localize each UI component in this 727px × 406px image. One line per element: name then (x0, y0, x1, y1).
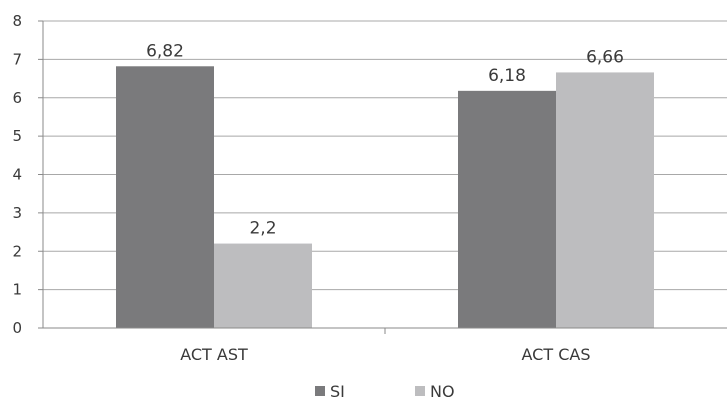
data-label: 6,18 (488, 66, 526, 86)
legend-swatch-si (315, 386, 325, 396)
bar-no (556, 72, 654, 328)
data-label: 6,82 (146, 41, 184, 61)
y-tick-label: 0 (12, 319, 22, 337)
y-tick-label: 1 (12, 281, 22, 299)
data-labels: 6,82 2,2 6,18 6,66 (146, 41, 624, 238)
category-labels: ACT AST ACT CAS (180, 345, 590, 364)
category-label: ACT CAS (522, 345, 591, 364)
legend: SI NO (315, 382, 455, 401)
bar-no (214, 243, 312, 328)
bar-si (458, 90, 556, 328)
legend-label-no: NO (430, 382, 455, 401)
bar-si (116, 66, 214, 328)
y-tick-label: 3 (12, 204, 22, 222)
y-tick-label: 6 (12, 89, 22, 107)
data-label: 6,66 (586, 47, 624, 67)
category-label: ACT AST (180, 345, 248, 364)
y-tick-label: 5 (12, 127, 22, 145)
x-axis (42, 21, 727, 334)
legend-swatch-no (415, 386, 425, 396)
bars (116, 66, 654, 328)
y-tick-label: 4 (12, 166, 22, 184)
y-tick-label: 2 (12, 242, 22, 260)
y-tick-label: 8 (12, 12, 22, 30)
y-tick-label: 7 (12, 50, 22, 68)
data-label: 2,2 (249, 219, 276, 239)
y-axis-ticks: 0 1 2 3 4 5 6 7 8 (12, 12, 43, 337)
legend-label-si: SI (330, 382, 345, 401)
